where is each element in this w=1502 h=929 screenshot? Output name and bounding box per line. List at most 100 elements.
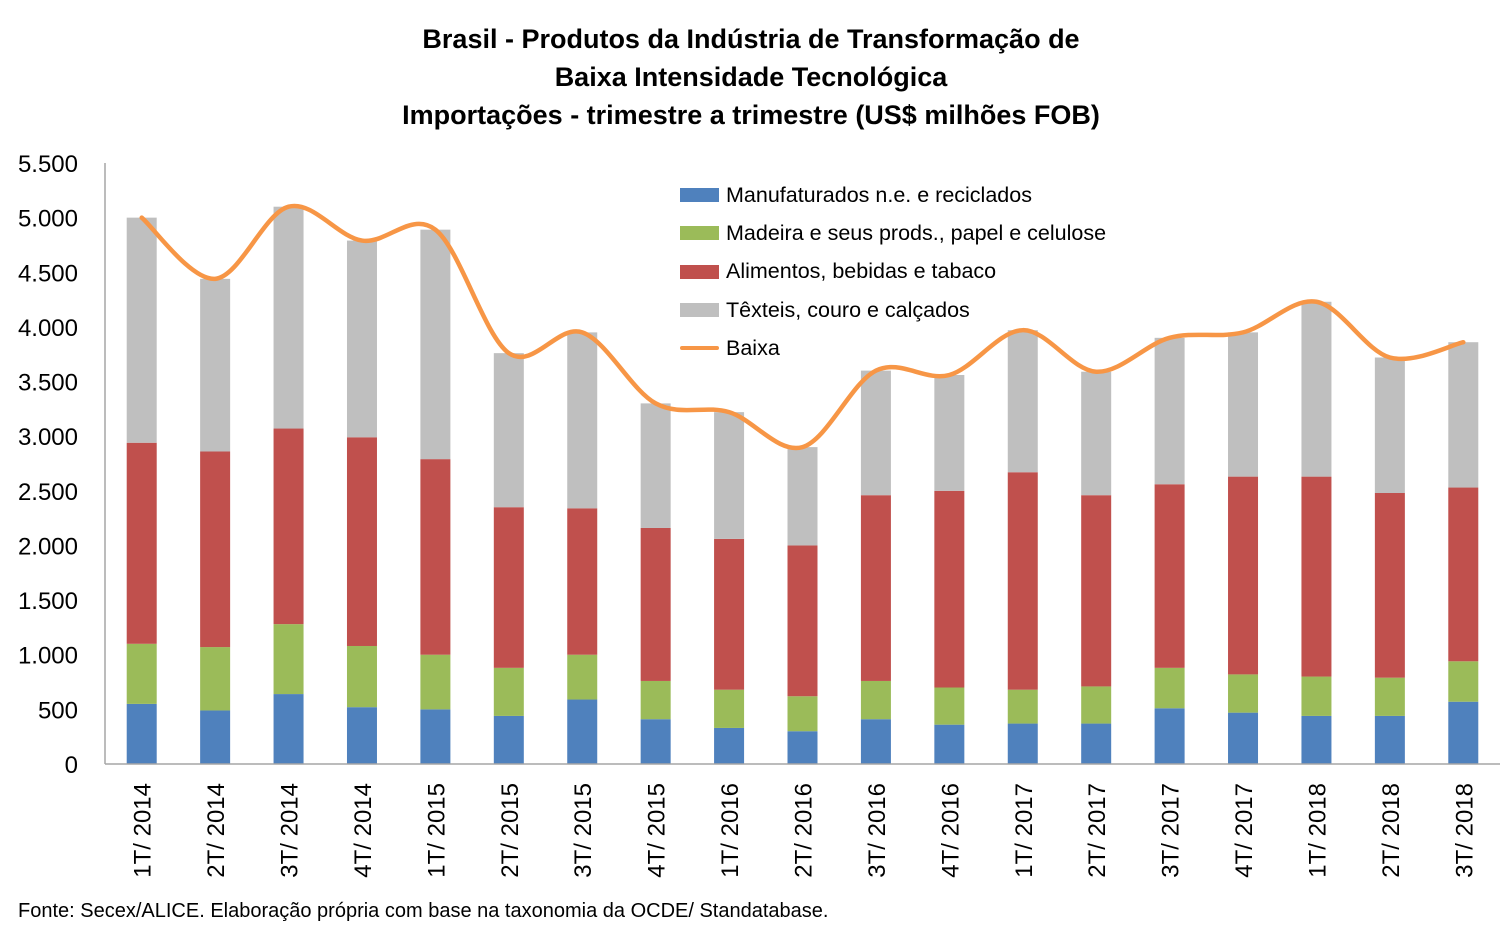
bar-segment-manufaturados xyxy=(1448,701,1479,764)
bar-segment-texteis xyxy=(934,374,965,491)
bar-segment-alimentos xyxy=(1448,487,1479,662)
bar-segment-madeira xyxy=(1228,674,1259,713)
bar-segment-manufaturados xyxy=(1374,715,1405,764)
bar-segment-texteis xyxy=(420,229,451,460)
chart-title-line-1: Brasil - Produtos da Indústria de Transf… xyxy=(422,24,1080,54)
x-tick-label: 4T/ 2015 xyxy=(644,783,671,878)
bar-segment-manufaturados xyxy=(640,719,671,764)
bar-segment-texteis xyxy=(493,353,524,508)
y-axis-ticks: 0 500 1.000 1.500 2.000 2.500 3.000 3.500 4.000 4… xyxy=(18,151,78,779)
bar-segment-madeira xyxy=(1081,686,1112,724)
bar-segment-madeira xyxy=(640,680,671,720)
bar-segment-manufaturados xyxy=(787,731,818,764)
bar-segment-alimentos xyxy=(1007,472,1038,690)
bar-segment-alimentos xyxy=(126,442,157,644)
bar-segment-texteis xyxy=(126,217,157,443)
series-line-baixa xyxy=(139,203,1466,451)
x-tick-label: 4T/ 2014 xyxy=(350,783,377,878)
bar-segment-manufaturados xyxy=(1007,723,1038,764)
bar-segment-texteis xyxy=(346,240,377,438)
bar-segment-manufaturados xyxy=(273,694,304,764)
x-axis-ticks: 1T/ 2014 2T/ 2014 3T/ 2014 4T/ 2014 1T/ 2015… xyxy=(130,783,1479,878)
bar-segment-alimentos xyxy=(200,451,231,648)
bar-segment-alimentos xyxy=(787,545,818,697)
bar-segment-manufaturados xyxy=(934,724,965,764)
x-tick-label: 2T/ 2015 xyxy=(497,783,524,878)
bar-segment-manufaturados xyxy=(714,727,745,764)
bar-segment-madeira xyxy=(714,689,745,728)
bar-segment-madeira xyxy=(934,687,965,725)
bar-segment-texteis xyxy=(1228,332,1259,477)
y-tick-label: 2.500 xyxy=(18,479,78,506)
y-tick-label: 2.000 xyxy=(18,533,78,560)
bar-segment-madeira xyxy=(1448,661,1479,702)
bar-segment-texteis xyxy=(1448,342,1479,488)
y-tick-label: 3.500 xyxy=(18,370,78,397)
x-tick-label: 1T/ 2017 xyxy=(1011,783,1038,878)
y-tick-label: 3.000 xyxy=(18,424,78,451)
chart-title-line-3: Importações - trimestre a trimestre (US$… xyxy=(402,100,1100,130)
chart-title: Brasil - Produtos da Indústria de Transf… xyxy=(0,20,1502,134)
bar-segment-madeira xyxy=(420,654,451,710)
legend-swatch-baixa xyxy=(680,346,719,351)
y-tick-label: 0 xyxy=(65,752,78,779)
bar-layer xyxy=(126,206,1479,764)
legend-swatch-manufaturados xyxy=(680,188,719,203)
bar-segment-alimentos xyxy=(1081,495,1112,687)
bar-segment-manufaturados xyxy=(1081,723,1112,764)
y-tick-label: 1.500 xyxy=(18,588,78,615)
bar-segment-texteis xyxy=(1301,301,1332,477)
bar-segment-manufaturados xyxy=(126,703,157,764)
legend-item-alimentos: Alimentos, bebidas e tabaco xyxy=(680,253,1106,291)
legend-swatch-alimentos xyxy=(680,264,719,279)
x-tick-label: 1T/ 2018 xyxy=(1304,783,1331,878)
bar-segment-texteis xyxy=(1007,330,1038,473)
bar-segment-alimentos xyxy=(860,495,891,681)
bar-segment-alimentos xyxy=(1374,493,1405,678)
legend-label-baixa: Baixa xyxy=(726,335,780,360)
bar-segment-texteis xyxy=(567,332,598,509)
bar-segment-madeira xyxy=(567,654,598,700)
y-tick-label: 5.000 xyxy=(18,206,78,233)
x-tick-label: 3T/ 2016 xyxy=(864,783,891,878)
bar-segment-texteis xyxy=(200,278,231,452)
bar-segment-alimentos xyxy=(1228,476,1259,675)
bar-segment-manufaturados xyxy=(860,719,891,764)
bar-segment-madeira xyxy=(787,696,818,732)
bar-segment-alimentos xyxy=(1301,476,1332,677)
bar-segment-madeira xyxy=(200,647,231,711)
bar-segment-manufaturados xyxy=(567,699,598,764)
y-tick-label: 4.500 xyxy=(18,260,78,287)
bar-segment-madeira xyxy=(126,643,157,704)
y-tick-label: 500 xyxy=(38,697,78,724)
bar-segment-texteis xyxy=(1081,371,1112,496)
chart-title-line-2: Baixa Intensidade Tecnológica xyxy=(554,62,948,92)
bar-segment-alimentos xyxy=(346,437,377,646)
legend-item-manufaturados: Manufaturados n.e. e reciclados xyxy=(680,176,1106,214)
bar-segment-madeira xyxy=(1007,689,1038,724)
bar-segment-texteis xyxy=(787,447,818,546)
legend: Manufaturados n.e. e reciclados Madeira … xyxy=(680,176,1106,367)
legend-label-madeira: Madeira e seus prods., papel e celulose xyxy=(726,220,1107,245)
bar-segment-manufaturados xyxy=(493,715,524,764)
bar-segment-manufaturados xyxy=(1301,715,1332,764)
bar-segment-texteis xyxy=(273,206,304,429)
bar-segment-texteis xyxy=(1374,357,1405,494)
x-tick-label: 3T/ 2017 xyxy=(1158,783,1185,878)
bar-segment-alimentos xyxy=(493,507,524,668)
bar-segment-manufaturados xyxy=(346,707,377,764)
legend-swatch-madeira xyxy=(680,226,719,241)
legend-item-baixa: Baixa xyxy=(680,329,1106,367)
x-tick-label: 2T/ 2016 xyxy=(791,783,818,878)
x-tick-label: 3T/ 2015 xyxy=(570,783,597,878)
x-tick-label: 3T/ 2018 xyxy=(1451,783,1478,878)
bar-segment-texteis xyxy=(640,403,671,528)
x-tick-label: 2T/ 2018 xyxy=(1378,783,1405,878)
bar-segment-madeira xyxy=(346,645,377,708)
y-tick-label: 5.500 xyxy=(18,151,78,178)
source-footnote: Fonte: Secex/ALICE. Elaboração própria c… xyxy=(18,900,829,922)
bar-segment-alimentos xyxy=(1154,484,1185,668)
bar-segment-madeira xyxy=(493,667,524,716)
bar-segment-alimentos xyxy=(934,490,965,688)
